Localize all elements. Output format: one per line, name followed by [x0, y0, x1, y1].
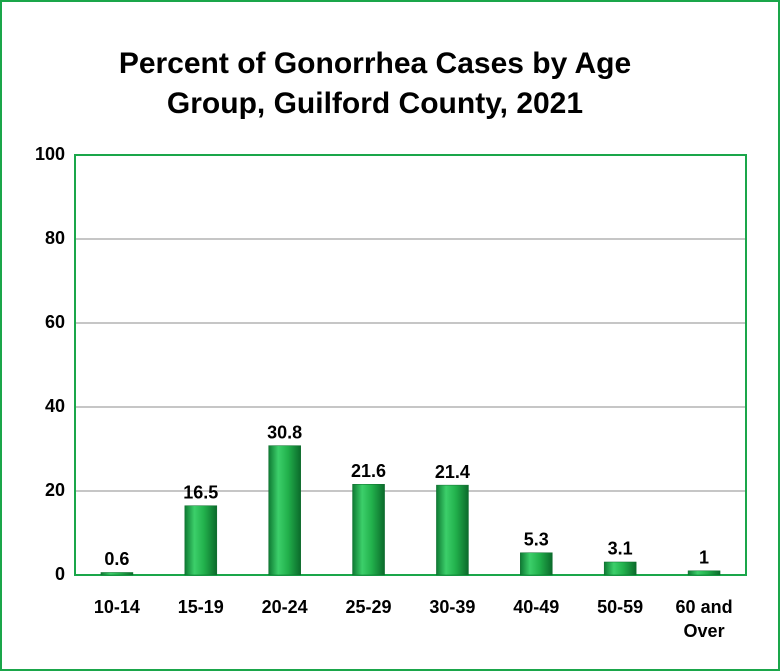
- bar: [268, 445, 301, 576]
- data-label: 3.1: [608, 539, 633, 559]
- x-tick-label: 30-39: [429, 597, 476, 617]
- y-tick-label: 80: [45, 228, 65, 248]
- plot-border: [74, 154, 747, 576]
- bar: [603, 561, 637, 576]
- x-tick-label: 10-14: [93, 597, 140, 617]
- x-tick-label: 20-24: [261, 597, 308, 617]
- data-label: 0.6: [104, 549, 129, 569]
- y-tick-label: 100: [35, 144, 65, 164]
- data-label: 21.4: [435, 462, 470, 482]
- bar: [687, 570, 721, 576]
- x-tick-label: 15-19: [177, 597, 224, 617]
- x-tick-label: 50-59: [597, 597, 644, 617]
- data-label: 16.5: [183, 482, 218, 502]
- y-tick-label: 40: [45, 396, 65, 416]
- bar: [352, 484, 385, 576]
- chart-title: Percent of Gonorrhea Cases by Age Group,…: [118, 47, 632, 120]
- x-tick-label: 60 and Over: [675, 597, 733, 641]
- y-tick-label: 20: [45, 480, 65, 500]
- x-tick-label: 25-29: [345, 597, 392, 617]
- data-label: 1: [699, 548, 709, 568]
- y-tick-label: 60: [45, 312, 65, 332]
- y-tick-label: 0: [55, 564, 65, 584]
- x-tick-label: 40-49: [513, 597, 560, 617]
- bar: [100, 572, 134, 576]
- bar: [184, 505, 218, 576]
- bar: [520, 552, 553, 576]
- bar: [436, 484, 469, 576]
- data-label: 30.8: [267, 422, 302, 442]
- data-label: 5.3: [524, 529, 549, 549]
- data-label: 21.6: [351, 461, 386, 481]
